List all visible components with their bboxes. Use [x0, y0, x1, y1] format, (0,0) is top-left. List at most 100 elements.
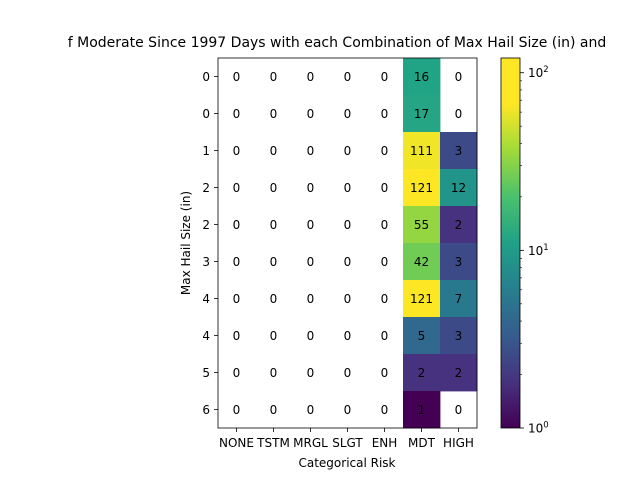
- cell-value-label: 0: [233, 144, 241, 158]
- heatmap-cell: [440, 169, 478, 207]
- heatmap-cell: [403, 58, 441, 96]
- y-tick-label: 1: [202, 144, 210, 158]
- cell-value-label: 0: [233, 329, 241, 343]
- y-tick-label: 2: [202, 181, 210, 195]
- cell-value-label: 0: [270, 292, 278, 306]
- heatmap-cells: [403, 58, 478, 429]
- heatmap-cell: [440, 132, 478, 170]
- cell-value-label: 0: [233, 403, 241, 417]
- heatmap-cell: [403, 169, 441, 207]
- cell-value-label: 1: [418, 403, 426, 417]
- cell-value-label: 0: [270, 181, 278, 195]
- cell-value-label: 0: [307, 70, 315, 84]
- heatmap-cell-labels: 0 0 0 0 0 16 00 0 0 0 0 17 00 0 0 0 0 111 30 0 0 0 0 121 120 0 0 0 0…: [233, 70, 466, 417]
- cell-value-label: 0: [270, 144, 278, 158]
- cell-value-label: 0: [233, 107, 241, 121]
- cell-value-label: 7: [455, 292, 463, 306]
- y-axis-label: Max Hail Size (in): [179, 191, 193, 295]
- colorbar: [500, 57, 521, 429]
- x-tick-label: SLGT: [332, 436, 363, 450]
- heatmap-cell: [403, 243, 441, 281]
- cell-value-label: 42: [414, 255, 429, 269]
- y-tick-label: 4: [202, 329, 210, 343]
- cell-value-label: 0: [455, 403, 463, 417]
- heatmap-cell: [440, 317, 478, 355]
- cell-value-label: 3: [455, 329, 463, 343]
- y-tick-label: 5: [202, 366, 210, 380]
- cell-value-label: 0: [344, 181, 352, 195]
- y-tick-label: 3: [202, 255, 210, 269]
- y-tick-label: 2: [202, 218, 210, 232]
- cell-value-label: 0: [270, 218, 278, 232]
- heatmap-cell: [403, 95, 441, 133]
- cell-value-label: 0: [270, 255, 278, 269]
- cell-value-label: 0: [233, 181, 241, 195]
- cell-value-label: 0: [233, 255, 241, 269]
- x-tick-label: TSTM: [256, 436, 290, 450]
- cell-value-label: 0: [233, 218, 241, 232]
- cell-value-label: 0: [233, 292, 241, 306]
- cell-value-label: 5: [418, 329, 426, 343]
- cell-value-label: 0: [307, 218, 315, 232]
- cell-value-label: 0: [344, 144, 352, 158]
- cell-value-label: 0: [307, 255, 315, 269]
- cell-value-label: 0: [270, 70, 278, 84]
- cell-value-label: 0: [307, 181, 315, 195]
- cell-value-label: 121: [410, 181, 433, 195]
- heatmap-cell: [403, 206, 441, 244]
- cell-value-label: 0: [381, 218, 389, 232]
- x-tick-label: ENH: [372, 436, 398, 450]
- cell-value-label: 0: [455, 70, 463, 84]
- cell-value-label: 0: [344, 329, 352, 343]
- y-tick-label: 4: [202, 292, 210, 306]
- cell-value-label: 0: [307, 403, 315, 417]
- x-tick-label: NONE: [219, 436, 254, 450]
- y-tick-label: 0: [202, 107, 210, 121]
- cell-value-label: 3: [455, 144, 463, 158]
- cell-value-label: 0: [344, 70, 352, 84]
- chart-title: f Moderate Since 1997 Days with each Com…: [68, 35, 606, 51]
- colorbar-tick-label: 101: [528, 243, 549, 258]
- heatmap-cell: [440, 243, 478, 281]
- cell-value-label: 0: [381, 329, 389, 343]
- cell-value-label: 0: [270, 366, 278, 380]
- colorbar-tick-label: 100: [528, 421, 549, 436]
- colorbar-tick-label: 102: [528, 65, 549, 80]
- colorbar-axis: 100 101 102: [520, 65, 549, 436]
- cell-value-label: 111: [410, 144, 433, 158]
- cell-value-label: 0: [270, 329, 278, 343]
- heatmap-cell: [440, 280, 478, 318]
- cell-value-label: 55: [414, 218, 429, 232]
- cell-value-label: 0: [381, 181, 389, 195]
- cell-value-label: 0: [381, 255, 389, 269]
- cell-value-label: 0: [344, 366, 352, 380]
- cell-value-label: 121: [410, 292, 433, 306]
- cell-value-label: 0: [233, 366, 241, 380]
- cell-value-label: 0: [344, 403, 352, 417]
- cell-value-label: 0: [307, 292, 315, 306]
- cell-value-label: 0: [307, 366, 315, 380]
- cell-value-label: 0: [270, 403, 278, 417]
- y-tick-label: 6: [202, 403, 210, 417]
- x-axis: NONE TSTM MRGL SLGT ENH MDT HIGH: [219, 428, 474, 450]
- heatmap-cell: [403, 391, 441, 429]
- cell-value-label: 0: [381, 366, 389, 380]
- heatmap-cell: [403, 317, 441, 355]
- y-tick-label: 0: [202, 70, 210, 84]
- cell-value-label: 0: [381, 292, 389, 306]
- cell-value-label: 0: [344, 255, 352, 269]
- cell-value-label: 0: [233, 70, 241, 84]
- heatmap-cell: [403, 132, 441, 170]
- x-axis-label: Categorical Risk: [298, 456, 395, 470]
- heatmap-cell: [403, 280, 441, 318]
- heatmap-cell: [440, 354, 478, 392]
- cell-value-label: 0: [381, 403, 389, 417]
- cell-value-label: 16: [414, 70, 429, 84]
- cell-value-label: 0: [270, 107, 278, 121]
- cell-value-label: 0: [307, 144, 315, 158]
- cell-value-label: 0: [344, 107, 352, 121]
- cell-value-label: 3: [455, 255, 463, 269]
- x-tick-label: MRGL: [293, 436, 328, 450]
- heatmap-cell: [403, 354, 441, 392]
